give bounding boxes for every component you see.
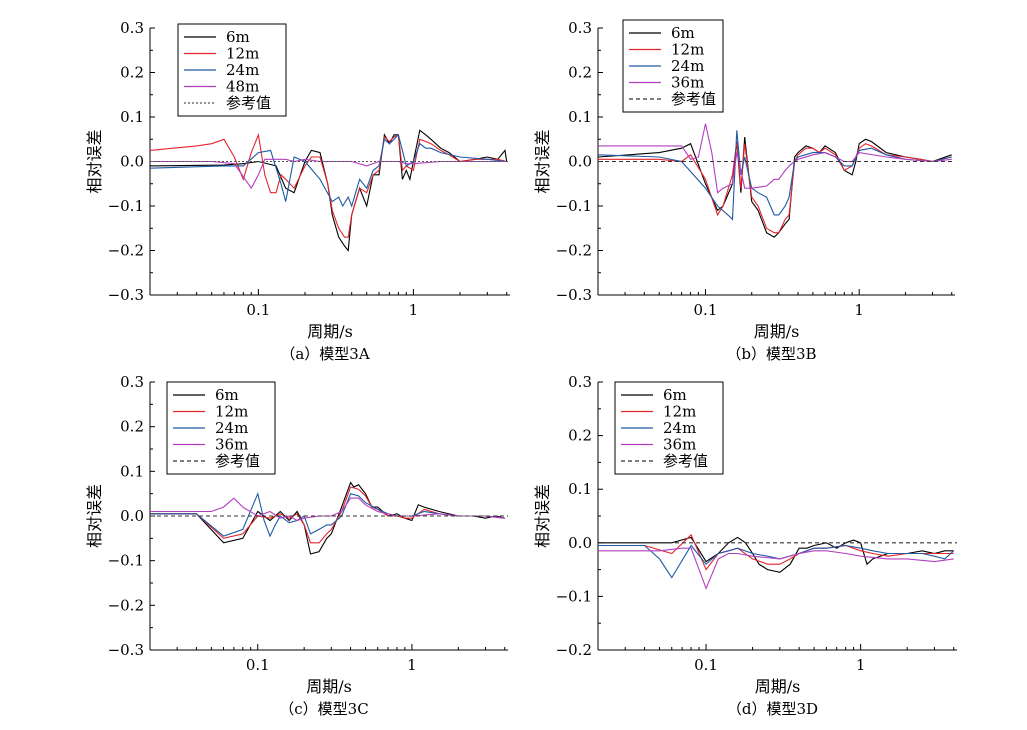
legend-label: 12m	[671, 41, 704, 59]
y-tick-label: −0.2	[556, 242, 592, 260]
legend-label: 参考值	[226, 94, 271, 112]
panel-caption: （a）模型3A	[280, 345, 369, 363]
legend-label: 参考值	[215, 452, 260, 470]
series-line-36m	[598, 123, 952, 194]
x-tick-label: 1	[854, 301, 864, 319]
x-axis-title: 周期/s	[754, 322, 800, 341]
legend-label: 12m	[663, 403, 696, 421]
legend-label: 6m	[663, 386, 687, 404]
legend-label: 6m	[671, 24, 695, 42]
x-tick-label: 1	[409, 301, 419, 319]
y-axis-title: 相对误差	[533, 129, 552, 193]
panel-caption: （b）模型3B	[726, 345, 816, 363]
x-tick-label: 1	[856, 656, 866, 674]
y-tick-label: 0.3	[120, 19, 144, 37]
y-tick-label: −0.1	[108, 197, 144, 215]
y-tick-label: 0.0	[568, 153, 592, 171]
x-tick-label: 1	[407, 656, 417, 674]
x-axis-title: 周期/s	[755, 677, 801, 696]
series-line-12m	[149, 132, 507, 238]
y-tick-label: 0.2	[568, 427, 592, 445]
y-tick-label: −0.3	[556, 286, 592, 304]
y-tick-label: 0.1	[568, 108, 592, 126]
series-line-48m	[150, 158, 507, 190]
chart-panel-1: −0.3 −0.2 −0.1 0.0 0.1 0.2 0.3 0.1 1 周期/s 相对误差 （a）模…	[85, 19, 510, 363]
legend-label: 6m	[215, 386, 239, 404]
x-axis-title: 周期/s	[307, 322, 353, 341]
y-tick-label: −0.1	[108, 552, 144, 570]
y-tick-label: 0.1	[568, 480, 592, 498]
y-axis-title: 相对误差	[533, 484, 552, 548]
y-tick-label: 0.0	[568, 534, 592, 552]
y-tick-label: 0.0	[120, 507, 144, 525]
legend-label: 6m	[226, 28, 250, 46]
x-tick-label: 0.1	[694, 301, 718, 319]
series-line-6m	[150, 481, 505, 555]
legend-label: 参考值	[671, 90, 716, 108]
legend-label: 36m	[215, 436, 248, 454]
chart-panel-4: −0.2 −0.1 0.0 0.1 0.2 0.3 0.1 1 周期/s 相对误差 （d）模型3D 6…	[533, 373, 957, 718]
series-line-36m	[598, 547, 954, 590]
y-tick-label: 0.2	[120, 418, 144, 436]
y-tick-label: 0.3	[568, 19, 592, 37]
panel-caption: （d）模型3D	[727, 700, 818, 718]
y-axis-title: 相对误差	[85, 129, 104, 193]
legend-label: 36m	[671, 74, 704, 92]
series-line-12m	[598, 533, 954, 571]
legend-label: 12m	[226, 45, 259, 63]
y-tick-label: −0.1	[556, 197, 592, 215]
chart-panel-3: −0.3 −0.2 −0.1 0.0 0.1 0.2 0.3 0.1 1 周期/s 相对误差 （c）模…	[85, 373, 508, 718]
y-tick-label: 0.0	[120, 153, 144, 171]
x-tick-label: 0.1	[246, 656, 270, 674]
legend-label: 36m	[663, 436, 696, 454]
y-tick-label: −0.2	[108, 596, 144, 614]
y-tick-label: −0.2	[556, 641, 592, 659]
legend-label: 参考值	[663, 452, 708, 470]
y-axis-title: 相对误差	[85, 484, 104, 548]
legend-label: 24m	[663, 419, 696, 437]
series-line-36m	[150, 497, 505, 522]
series-line-6m	[597, 136, 952, 238]
series-line-6m	[149, 129, 508, 252]
series-line-24m	[149, 133, 507, 208]
y-tick-label: −0.3	[108, 641, 144, 659]
y-tick-label: 0.2	[120, 64, 144, 82]
x-tick-label: 0.1	[246, 301, 270, 319]
legend-label: 48m	[226, 78, 259, 96]
x-axis-title: 周期/s	[306, 677, 352, 696]
y-tick-label: 0.2	[568, 64, 592, 82]
panel-caption: （c）模型3C	[279, 700, 368, 718]
y-tick-label: −0.3	[108, 286, 144, 304]
y-tick-label: 0.1	[120, 108, 144, 126]
legend-label: 12m	[215, 403, 248, 421]
legend-label: 24m	[671, 57, 704, 75]
x-tick-label: 0.1	[694, 656, 718, 674]
y-tick-label: 0.3	[568, 373, 592, 391]
chart-panel-2: −0.3 −0.2 −0.1 0.0 0.1 0.2 0.3 0.1 1 周期/s 相对误差 （b）模…	[533, 19, 955, 363]
legend-label: 24m	[226, 61, 259, 79]
y-tick-label: 0.3	[120, 373, 144, 391]
y-tick-label: −0.1	[556, 587, 592, 605]
y-tick-label: −0.2	[108, 242, 144, 260]
series-line-24m	[597, 130, 952, 221]
y-tick-label: 0.1	[120, 462, 144, 480]
legend-label: 24m	[215, 419, 248, 437]
